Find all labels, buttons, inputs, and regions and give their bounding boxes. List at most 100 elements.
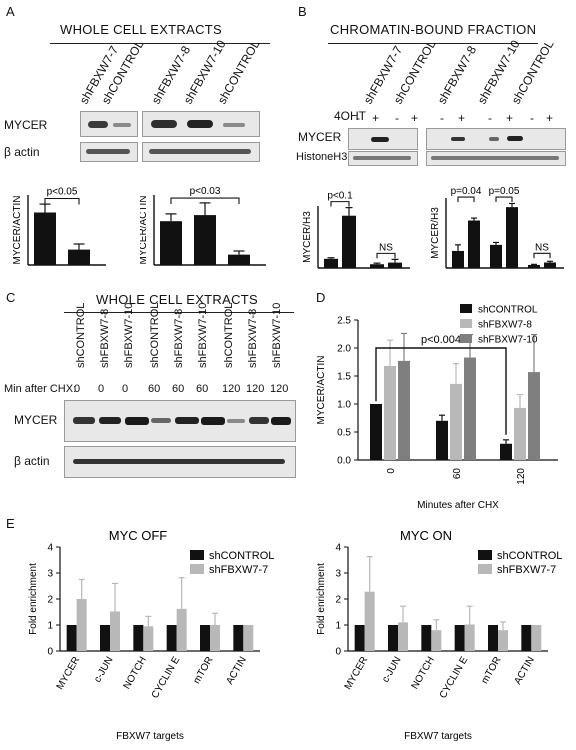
x-tick-label: ACTIN [512, 655, 537, 686]
bar [176, 608, 187, 651]
bar [354, 625, 365, 651]
bar [514, 407, 526, 460]
x-axis-label: Minutes after CHX [417, 500, 499, 511]
x-tick-label: mTOR [479, 655, 503, 686]
bar [210, 625, 220, 651]
x-tick-label: ACTIN [224, 655, 249, 686]
x-tick-label: 60 [452, 468, 463, 480]
chart-e-right: MYC ON 0 1 2 3 4 Fold enrichment FBXW7 targets M… [316, 528, 562, 742]
lane-label: shFBXW7-8 [99, 308, 111, 368]
bar [200, 625, 210, 651]
y-tick-label: 2 [47, 595, 53, 606]
treatment-sign: - [356, 111, 360, 125]
bar [398, 622, 408, 651]
x-tick-label: c-JUN [92, 655, 115, 685]
treatment-sign: - [440, 111, 444, 125]
blot-row-label: β actin [4, 145, 40, 159]
bar [342, 215, 356, 268]
bar [490, 244, 502, 268]
treatment-sign: + [546, 111, 554, 125]
blot-row-label: MYCER [298, 130, 342, 144]
time-value: 60 [148, 383, 161, 395]
x-axis-label: FBXW7 targets [116, 731, 184, 742]
bar [388, 625, 398, 651]
legend-swatch [478, 564, 492, 574]
chx-blot-actin [64, 446, 296, 478]
treatment-sign: + [411, 111, 419, 125]
time-value: 60 [172, 383, 185, 395]
chart-b-left: MYCER/H3 p<0.1 NS [302, 191, 410, 269]
x-tick-label: MYCER [343, 655, 371, 692]
bar [498, 630, 508, 651]
treatment-sign: - [488, 111, 492, 125]
significance-bracket [44, 197, 80, 205]
legend-label: shFBXW7-8 [478, 320, 532, 331]
x-tick-label: CYCLIN E [438, 655, 471, 701]
chart-title: MYC OFF [109, 528, 168, 543]
bar [143, 626, 154, 651]
legend-label: shFBXW7-7 [209, 564, 268, 576]
p-value: p<0.004 [421, 334, 461, 346]
bar [243, 625, 254, 651]
x-tick-label: NOTCH [122, 655, 149, 691]
blot-row-label: MYCER [4, 118, 48, 132]
p-value: p=0.04 [451, 186, 482, 197]
legend-swatch [460, 304, 472, 313]
bar [34, 212, 56, 265]
treatment-sign: + [506, 111, 514, 125]
y-axis-label: MYCER/ACTIN [140, 196, 149, 265]
y-tick-label: 2.5 [337, 316, 351, 327]
treatment-label: 4OHT [334, 109, 367, 123]
bar [324, 258, 338, 268]
significance-bracket [376, 252, 396, 259]
significance-bracket [457, 196, 475, 203]
panel-letter-e: E [6, 516, 15, 531]
treatment-sign: + [458, 111, 466, 125]
treatment-sign: - [530, 111, 534, 125]
bar [76, 599, 87, 651]
blot-row-label: MYCER [14, 413, 58, 427]
time-value: 60 [196, 383, 209, 395]
y-axis-label: MYCER/ACTIN [316, 356, 327, 425]
bar [531, 625, 542, 651]
y-tick-label: 1 [335, 621, 341, 632]
bar [388, 262, 402, 268]
lane-label: shFBXW7-10 [123, 302, 135, 368]
legend-swatch [190, 550, 204, 560]
y-tick-label: 3 [335, 569, 341, 580]
x-axis-label: FBXW7 targets [404, 731, 472, 742]
significance-bracket [533, 252, 551, 259]
bar [364, 591, 375, 651]
p-value: p=0.05 [489, 186, 520, 197]
bar [160, 221, 182, 265]
p-value: p<0.1 [327, 191, 353, 202]
significance-bracket [170, 197, 240, 205]
legend-swatch [190, 564, 204, 574]
bar [110, 611, 120, 651]
bar [506, 207, 518, 268]
bar [233, 625, 244, 651]
bar [464, 357, 476, 460]
blot-row-label: HistoneH3 [296, 151, 348, 163]
chromatin-blot-h3 [426, 151, 566, 166]
chromatin-blot-mycer [348, 128, 418, 150]
bar [228, 254, 250, 265]
bar [528, 264, 540, 268]
x-tick-label: 0 [386, 468, 397, 474]
legend-swatch [460, 334, 472, 343]
bar [370, 264, 384, 268]
y-axis-label: Fold enrichment [28, 563, 39, 635]
chx-blot-mycer [64, 400, 296, 442]
x-tick-label: MYCER [55, 655, 83, 692]
bar [468, 220, 480, 268]
bar [454, 625, 465, 651]
panel-b-title: CHROMATIN-BOUND FRACTION [330, 22, 537, 37]
legend-label: shFBXW7-10 [478, 335, 538, 346]
western-blot-actin [80, 142, 138, 162]
chart-title: MYC ON [400, 528, 452, 543]
lane-label: shFBXW7-8 [173, 308, 185, 368]
chart-a-left: MYCER/ACTIN p<0.05 [12, 187, 106, 266]
chart-a-right: MYCER/ACTIN p<0.03 [140, 186, 266, 266]
lane-label: shFBXW7-10 [197, 302, 209, 368]
legend-swatch [478, 550, 492, 560]
